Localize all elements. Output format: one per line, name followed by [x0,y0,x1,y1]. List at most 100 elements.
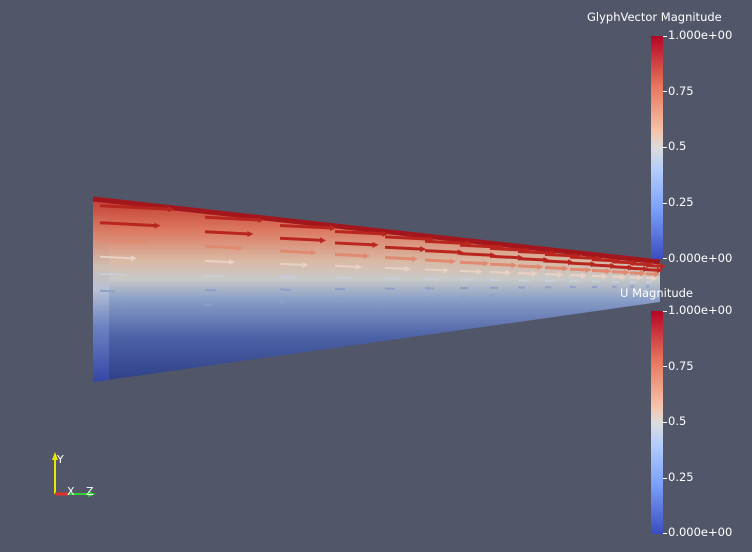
glyph-arrow [99,255,134,260]
glyphvector-tick-min: 0.000e+00 [668,251,733,265]
glyph-arrow-head [356,264,363,271]
glyph-arrow [384,266,407,270]
glyph-arrow [459,252,493,257]
glyph-arrow-head [483,260,490,267]
glyph-arrow-head [585,266,592,273]
glyph-arrow [279,249,313,255]
glyph-arrow [424,239,469,245]
glyph-arrow [489,254,520,260]
glyph-arrow-head [511,262,518,269]
glyph-arrow-head [330,225,336,232]
glyph-arrow-head [412,255,419,262]
glyph-arrow [279,275,298,279]
glyph-arrow [459,260,486,265]
wedge-mesh-side [93,198,660,382]
glyph-arrow [204,215,261,222]
glyph-arrow [99,289,115,293]
glyph-arrow [334,264,359,269]
glyph-arrow-head [476,268,483,275]
glyph-arrow-head [620,274,627,281]
glyph-arrow-head [639,270,646,277]
u-magnitude-legend-title: U Magnitude [620,286,693,300]
glyph-arrow [424,258,453,263]
wedge-mesh-front-face [93,197,109,382]
glyph-arrow-head [302,261,309,268]
glyph-arrow [489,246,528,252]
glyph-arrow-head [654,271,661,278]
glyph-arrow-head [562,265,569,272]
glyph-arrow [279,223,333,230]
glyph-arrow [517,264,540,269]
glyph-arrow-head [537,263,544,270]
glyph-arrow [204,244,240,250]
glyph-arrow-head [557,271,564,278]
axis-x-label: X [67,485,75,498]
glyph-arrow [334,241,375,247]
glyph-arrow [99,204,171,211]
glyph-arrow-head [420,246,427,253]
glyph-arrow [544,273,560,276]
top-glyph-ridge [92,196,661,265]
glyph-arrow [424,268,446,272]
glyph-arrow-head [130,255,137,262]
glyph-arrow [334,287,346,291]
glyph-arrow [544,266,565,270]
u-magnitude-tick-025: 0.25 [668,470,694,484]
glyph-arrow [204,274,224,278]
glyph-arrow [279,236,323,242]
glyph-arrow [99,272,124,276]
glyph-arrow [334,229,385,236]
glyph-arrow-head [363,252,370,259]
glyph-arrows [99,204,666,310]
u-magnitude-tick-05: 0.5 [668,414,687,428]
glyph-arrow [489,270,508,274]
axis-z-label: Z [86,485,94,498]
glyph-arrow [629,266,646,271]
glyph-arrow [591,263,613,268]
glyph-arrow-head [532,270,539,277]
glyph-arrow-head [601,273,608,280]
glyph-arrow-head [247,230,254,237]
glyph-arrow-head [656,267,663,274]
glyph-arrow [459,269,479,273]
glyphvector-tick-05: 0.5 [668,139,687,153]
glyph-arrow-head [450,258,457,265]
glyphvector-legend-title: GlyphVector Magnitude [587,10,722,24]
glyph-arrow-head [651,275,658,282]
glyph-arrow [99,238,145,244]
glyph-arrow [204,259,231,264]
glyph-arrow-head [237,245,244,252]
glyph-arrow-head [310,249,317,256]
glyph-arrow-head [142,238,149,245]
glyphvector-tick-075: 0.75 [668,84,694,98]
glyph-arrow [459,278,474,281]
glyph-arrow-head [372,241,379,248]
glyph-arrow-head [258,216,264,223]
glyph-arrow [645,268,659,272]
u-magnitude-colorbar [651,311,663,534]
glyph-arrow [489,262,514,267]
glyph-arrow [204,288,217,292]
glyph-arrow [384,256,415,261]
glyph-arrow [424,249,460,254]
glyph-arrow-head [168,206,174,213]
glyphvector-tick-max: 1.000e+00 [668,28,733,42]
glyph-arrow-head [505,269,512,276]
glyph-arrow-head [623,269,630,276]
glyph-arrow [424,277,440,281]
glyph-arrow [517,279,530,282]
glyph-arrow [569,261,593,266]
glyph-arrow [334,252,366,258]
glyph-arrow [334,276,352,280]
glyph-arrow-head [228,259,235,266]
glyph-arrow [99,221,157,228]
glyph-arrow [517,249,553,255]
glyph-arrow [384,277,401,280]
glyph-arrow-head [660,263,666,270]
glyph-arrow [569,274,584,277]
glyph-arrow [569,267,588,272]
glyph-arrow [544,279,556,283]
glyph-arrow [629,262,650,267]
u-magnitude-tick-max: 1.000e+00 [668,303,733,317]
